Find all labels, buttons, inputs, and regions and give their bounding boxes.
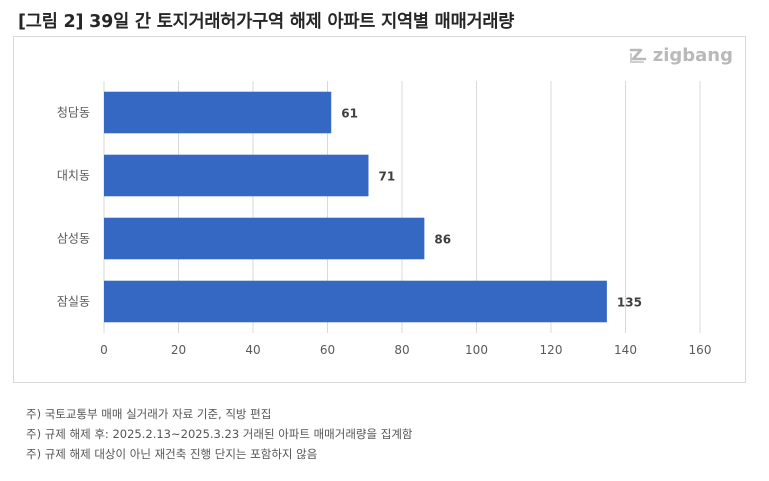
x-tick-label: 120 bbox=[540, 343, 563, 357]
footnote: 주) 규제 해제 후: 2025.2.13~2025.3.23 거래된 아파트 … bbox=[26, 427, 413, 441]
category-label: 대치동 bbox=[57, 169, 90, 183]
bar bbox=[104, 154, 369, 197]
x-tick-label: 160 bbox=[689, 343, 712, 357]
footnotes: 주) 국토교통부 매매 실거래가 자료 기준, 직방 편집 주) 규제 해제 후… bbox=[26, 404, 412, 464]
bar-chart: 0 20 40 60 80 100 120 140 160 청담동 61 대치동 71 삼성동 86 잠실동 1… bbox=[57, 81, 712, 357]
category-label: 삼성동 bbox=[57, 232, 90, 246]
category-label: 잠실동 bbox=[57, 295, 90, 309]
zigbang-logo-icon bbox=[628, 48, 648, 64]
category-label: 청담동 bbox=[57, 106, 90, 120]
x-tick-label: 20 bbox=[171, 343, 186, 357]
x-tick-label: 40 bbox=[245, 343, 260, 357]
footnote: 주) 국토교통부 매매 실거래가 자료 기준, 직방 편집 bbox=[26, 407, 272, 421]
footnote: 주) 규제 해제 대상이 아닌 재건축 진행 단지는 포함하지 않음 bbox=[26, 447, 318, 461]
x-tick-label: 0 bbox=[100, 343, 108, 357]
brand-name: zigbang bbox=[652, 45, 733, 66]
x-tick-label: 140 bbox=[614, 343, 637, 357]
x-tick-label: 100 bbox=[465, 343, 488, 357]
data-label: 71 bbox=[378, 170, 395, 184]
brand-logo: zigbang bbox=[628, 45, 733, 66]
data-label: 86 bbox=[434, 233, 451, 247]
chart-panel: zigbang 0 20 40 60 80 100 120 140 160 청담동 61 대치동 71 삼… bbox=[13, 36, 746, 383]
bar bbox=[104, 217, 425, 260]
chart-title: [그림 2] 39일 간 토지거래허가구역 해제 아파트 지역별 매매거래량 bbox=[18, 12, 515, 32]
x-tick-label: 80 bbox=[394, 343, 409, 357]
data-label: 135 bbox=[617, 296, 642, 310]
data-label: 61 bbox=[341, 107, 358, 121]
bar bbox=[104, 91, 332, 134]
x-tick-label: 60 bbox=[320, 343, 335, 357]
bar bbox=[104, 280, 607, 323]
